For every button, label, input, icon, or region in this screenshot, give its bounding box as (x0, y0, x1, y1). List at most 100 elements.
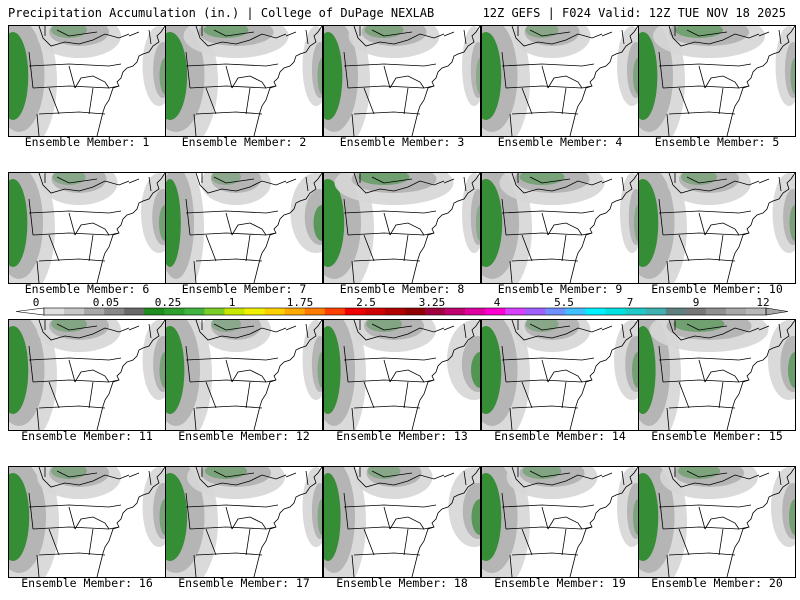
precip-map (324, 173, 480, 283)
colorbar-segment (585, 308, 606, 315)
colorbar-segment (84, 308, 105, 315)
colorbar-tick-label: 0.05 (93, 296, 120, 309)
colorbar-segment (485, 308, 506, 315)
colorbar-tick-label: 1 (229, 296, 236, 309)
ensemble-member-label: Ensemble Member: 18 (336, 576, 468, 590)
ensemble-member-panel (638, 319, 796, 431)
colorbar-tick-label: 9 (693, 296, 700, 309)
precip-map (639, 26, 795, 136)
colorbar-segment (44, 308, 65, 315)
ensemble-member-label: Ensemble Member: 2 (181, 135, 307, 149)
precip-map (9, 320, 165, 430)
colorbar-segment (405, 308, 426, 315)
colorbar-tick-label: 4 (494, 296, 501, 309)
precip-map (324, 467, 480, 577)
precip-map (482, 467, 638, 577)
ensemble-member-panel (638, 466, 796, 578)
colorbar-segment (545, 308, 566, 315)
colorbar-segment (344, 308, 366, 315)
precip-map (324, 26, 480, 136)
ensemble-member-panel (481, 466, 639, 578)
colorbar-segment (605, 308, 626, 315)
ensemble-member-panel (481, 319, 639, 431)
ensemble-member-panel (165, 25, 323, 137)
colorbar-segment (525, 308, 546, 315)
ensemble-member-label: Ensemble Member: 15 (651, 429, 783, 443)
colorbar-segment (665, 308, 687, 315)
precip-map (166, 320, 322, 430)
colorbar-segment (565, 308, 586, 315)
precip-map (639, 320, 795, 430)
colorbar-left-arrow (15, 307, 45, 316)
ensemble-member-label: Ensemble Member: 12 (178, 429, 310, 443)
colorbar-segment (64, 308, 85, 315)
ensemble-member-label: Ensemble Member: 16 (21, 576, 153, 590)
colorbar-segment (465, 308, 486, 315)
ensemble-member-label: Ensemble Member: 1 (24, 135, 150, 149)
ensemble-member-label: Ensemble Member: 9 (497, 282, 623, 296)
precip-map (482, 26, 638, 136)
ensemble-member-panel (165, 172, 323, 284)
ensemble-member-panel (638, 172, 796, 284)
colorbar-segment (264, 308, 285, 315)
precip-map (9, 467, 165, 577)
ensemble-member-label: Ensemble Member: 17 (178, 576, 310, 590)
colorbar-segment (445, 308, 466, 315)
ensemble-member-label: Ensemble Member: 3 (339, 135, 465, 149)
precip-map (324, 320, 480, 430)
colorbar-tick-label: 7 (627, 296, 634, 309)
colorbar-tick-label: 12 (756, 296, 769, 309)
precip-map (482, 173, 638, 283)
precip-map (639, 173, 795, 283)
colorbar-segment (685, 308, 707, 315)
ensemble-member-panel (165, 466, 323, 578)
colorbar-segment (425, 308, 446, 315)
colorbar-segment (324, 308, 346, 315)
ensemble-member-panel (8, 466, 166, 578)
precip-map (166, 467, 322, 577)
colorbar-segment (304, 308, 326, 315)
colorbar-segment (144, 308, 165, 315)
colorbar-tick-label: 5.5 (554, 296, 574, 309)
ensemble-member-label: Ensemble Member: 11 (21, 429, 153, 443)
colorbar-segment (184, 308, 205, 315)
colorbar-right-arrow (765, 307, 789, 316)
precip-colorbar: 0 0.05 0.25 1 1.75 2.5 3.25 4 5.5 7 9 12 (15, 296, 789, 316)
ensemble-member-label: Ensemble Member: 5 (654, 135, 780, 149)
ensemble-member-label: Ensemble Member: 19 (494, 576, 626, 590)
ensemble-member-label: Ensemble Member: 4 (497, 135, 623, 149)
precip-map (166, 26, 322, 136)
ensemble-member-label: Ensemble Member: 10 (651, 282, 783, 296)
colorbar-segment (645, 308, 667, 315)
colorbar-segment (224, 308, 245, 315)
colorbar-segment (725, 308, 747, 315)
ensemble-member-label: Ensemble Member: 13 (336, 429, 468, 443)
ensemble-member-panel (323, 319, 481, 431)
ensemble-member-panel (323, 466, 481, 578)
precip-map (9, 173, 165, 283)
ensemble-member-label: Ensemble Member: 14 (494, 429, 626, 443)
colorbar-segment (384, 308, 406, 315)
colorbar-segment (164, 308, 185, 315)
ensemble-member-panel (8, 25, 166, 137)
ensemble-member-panel (8, 319, 166, 431)
colorbar-tick-label: 3.25 (419, 296, 446, 309)
colorbar-segment (104, 308, 125, 315)
ensemble-member-panel (323, 172, 481, 284)
colorbar-segment (505, 308, 526, 315)
colorbar-segment (124, 308, 145, 315)
colorbar-tick-label: 0.25 (155, 296, 182, 309)
ensemble-member-label: Ensemble Member: 7 (181, 282, 307, 296)
ensemble-member-panel (638, 25, 796, 137)
ensemble-member-panel (481, 172, 639, 284)
precip-map (166, 173, 322, 283)
precip-map (9, 26, 165, 136)
colorbar-tick-label: 0 (33, 296, 40, 309)
colorbar-segment (745, 308, 767, 315)
ensemble-member-label: Ensemble Member: 8 (339, 282, 465, 296)
map-title: Precipitation Accumulation (in.) | Colle… (8, 6, 435, 20)
ensemble-member-label: Ensemble Member: 6 (24, 282, 150, 296)
colorbar-tick-label: 2.5 (356, 296, 376, 309)
ensemble-member-label: Ensemble Member: 20 (651, 576, 783, 590)
colorbar-tick-label: 1.75 (287, 296, 314, 309)
